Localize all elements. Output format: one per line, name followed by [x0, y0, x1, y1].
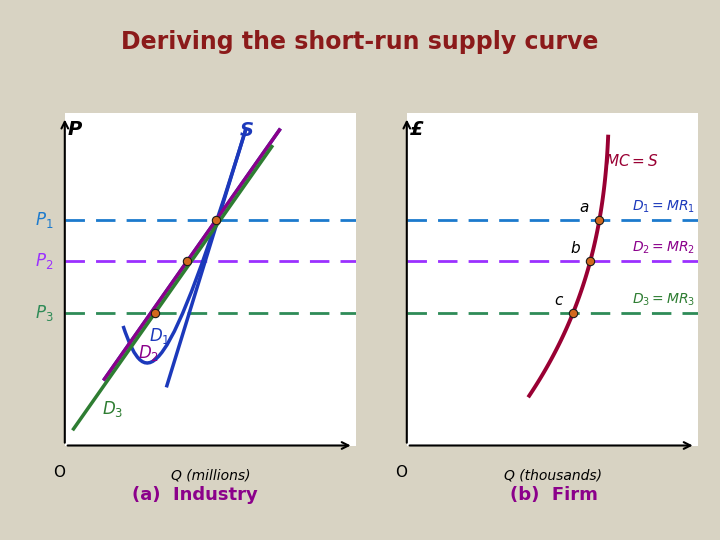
Text: $D_2 = MR_2$: $D_2 = MR_2$ — [632, 240, 696, 256]
Text: $D_3 = MR_3$: $D_3 = MR_3$ — [632, 291, 696, 308]
Text: $D_3$: $D_3$ — [102, 399, 123, 419]
Text: Q (thousands): Q (thousands) — [503, 469, 602, 483]
Text: $P_3$: $P_3$ — [35, 302, 53, 323]
Text: a: a — [580, 200, 589, 215]
Text: $D_1 = MR_1$: $D_1 = MR_1$ — [632, 198, 696, 215]
Text: c: c — [554, 293, 563, 308]
Text: $MC = S$: $MC = S$ — [605, 153, 659, 169]
Text: O: O — [53, 465, 65, 481]
Text: S: S — [240, 121, 253, 140]
Text: Deriving the short-run supply curve: Deriving the short-run supply curve — [121, 30, 599, 53]
Text: b: b — [570, 241, 580, 256]
Text: P: P — [68, 120, 82, 139]
Text: (a)  Industry: (a) Industry — [132, 485, 257, 503]
Text: Q (millions): Q (millions) — [171, 469, 251, 483]
Text: $P_2$: $P_2$ — [35, 251, 53, 271]
Text: O: O — [395, 465, 407, 481]
Text: £: £ — [410, 120, 423, 139]
Text: (b)  Firm: (b) Firm — [510, 485, 598, 503]
Text: $D_1$: $D_1$ — [149, 326, 171, 346]
Text: $P_1$: $P_1$ — [35, 210, 53, 230]
Text: $D_2$: $D_2$ — [138, 342, 158, 362]
